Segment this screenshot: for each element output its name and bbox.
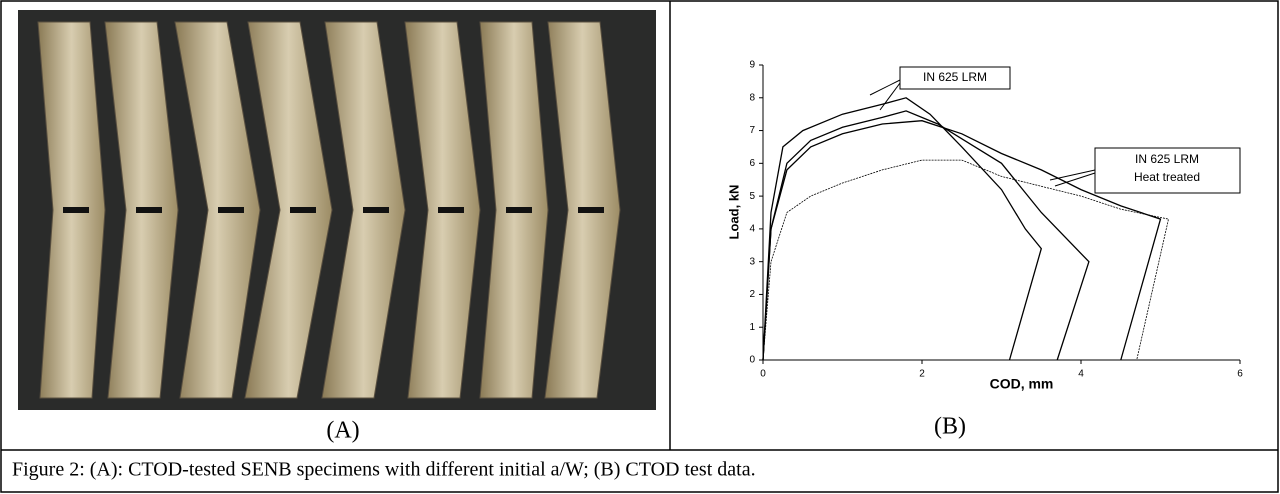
notch xyxy=(63,207,89,213)
annotation: IN 625 LRM xyxy=(1135,152,1199,166)
x-tick-label: 0 xyxy=(760,369,766,380)
annotation-arrows xyxy=(869,66,1241,194)
caption: Figure 2: (A): CTOD-tested SENB specimen… xyxy=(12,459,756,481)
notch xyxy=(363,207,389,213)
y-tick-label: 4 xyxy=(749,224,755,235)
notch xyxy=(290,207,316,213)
data-line xyxy=(762,110,1090,361)
data-line xyxy=(762,97,1043,361)
y-tick-label: 3 xyxy=(749,256,755,267)
data-line xyxy=(762,159,1169,361)
y-tick-label: 9 xyxy=(749,60,755,71)
specimen-photo xyxy=(18,10,656,410)
y-axis-label: Load, kN xyxy=(726,185,741,240)
y-tick-label: 7 xyxy=(749,125,755,136)
notch xyxy=(506,207,532,213)
specimen xyxy=(174,21,261,399)
y-tick-label: 1 xyxy=(749,322,755,333)
panel-label: (B) xyxy=(934,414,966,440)
x-tick-label: 2 xyxy=(919,369,925,380)
annotation: Heat treated xyxy=(1134,170,1200,184)
notch xyxy=(218,207,244,213)
notch xyxy=(438,207,464,213)
chart: 0 1 2 3 4 5 6 7 8 9 0 2 4 6 COD, mm Load, kN IN 625 LRM I… xyxy=(726,60,1243,392)
x-tick-label: 6 xyxy=(1237,369,1243,380)
annotation: IN 625 LRM xyxy=(923,70,987,84)
y-tick-label: 5 xyxy=(749,191,755,202)
y-tick-label: 0 xyxy=(749,355,755,366)
notch xyxy=(578,207,604,213)
x-axis-label: COD, mm xyxy=(990,376,1054,392)
notch xyxy=(136,207,162,213)
y-tick-label: 8 xyxy=(749,92,755,103)
specimen xyxy=(244,21,333,399)
y-tick-label: 2 xyxy=(749,289,755,300)
panel-label: (A) xyxy=(326,418,359,444)
data-line xyxy=(762,120,1162,361)
y-tick-label: 6 xyxy=(749,158,755,169)
x-tick-label: 4 xyxy=(1078,369,1084,380)
